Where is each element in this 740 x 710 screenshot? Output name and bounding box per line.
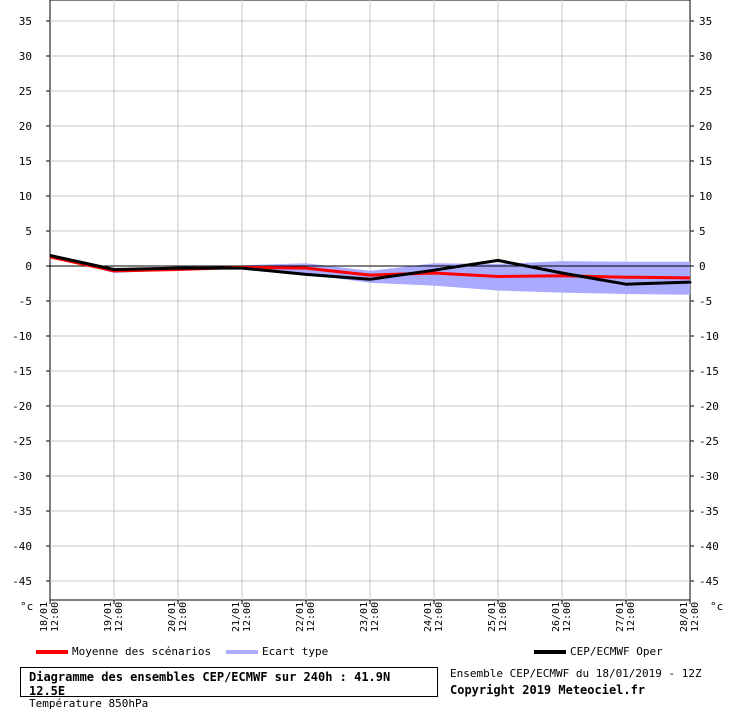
y-tick-label-left: -40 bbox=[12, 540, 32, 553]
y-tick-label-left: -30 bbox=[12, 470, 32, 483]
x-tick-hour: 12:00 bbox=[242, 602, 253, 632]
x-tick-hour: 12:00 bbox=[626, 602, 637, 632]
y-tick-label-right: -45 bbox=[699, 575, 719, 588]
x-tick-hour: 12:00 bbox=[306, 602, 317, 632]
x-tick-date: 19/01 bbox=[103, 602, 114, 632]
x-tick-label: 28/01 12:00 bbox=[679, 602, 701, 632]
x-tick-date: 23/01 bbox=[359, 602, 370, 632]
copyright: Copyright 2019 Meteociel.fr bbox=[450, 683, 646, 697]
x-tick-hour: 12:00 bbox=[434, 602, 445, 632]
x-tick-label: 19/01 12:00 bbox=[103, 602, 125, 632]
x-tick-hour: 12:00 bbox=[370, 602, 381, 632]
x-tick-hour: 12:00 bbox=[50, 602, 61, 632]
x-tick-date: 26/01 bbox=[551, 602, 562, 632]
y-tick-label-left: 20 bbox=[19, 120, 32, 133]
y-tick-label-left: 15 bbox=[19, 155, 32, 168]
y-tick-label-right: -35 bbox=[699, 505, 719, 518]
x-tick-label: 23/01 12:00 bbox=[359, 602, 381, 632]
y-tick-label-left: -20 bbox=[12, 400, 32, 413]
y-tick-label-right: -10 bbox=[699, 330, 719, 343]
y-tick-label-left: 35 bbox=[19, 15, 32, 28]
y-tick-label-left: -15 bbox=[12, 365, 32, 378]
legend-label-mean: Moyenne des scénarios bbox=[72, 645, 212, 658]
x-tick-hour: 12:00 bbox=[498, 602, 509, 632]
y-tick-label-right: -25 bbox=[699, 435, 719, 448]
grid bbox=[49, 0, 691, 601]
x-tick-label: 27/01 12:00 bbox=[615, 602, 637, 632]
y-unit-left: °c bbox=[20, 600, 33, 613]
x-tick-date: 21/01 bbox=[231, 602, 242, 632]
legend-item-oper: CEP/ECMWF Oper bbox=[534, 645, 663, 658]
title-box: Diagramme des ensembles CEP/ECMWF sur 24… bbox=[20, 667, 438, 710]
run-info-block: Ensemble CEP/ECMWF du 18/01/2019 - 12Z C… bbox=[450, 666, 702, 698]
y-tick-label-left: 25 bbox=[19, 85, 32, 98]
y-tick-label-left: -35 bbox=[12, 505, 32, 518]
run-info: Ensemble CEP/ECMWF du 18/01/2019 - 12Z bbox=[450, 667, 702, 680]
y-tick-label-right: -20 bbox=[699, 400, 719, 413]
legend-label-oper: CEP/ECMWF Oper bbox=[570, 645, 663, 658]
y-unit-right: °c bbox=[710, 600, 723, 613]
y-tick-label-right: 25 bbox=[699, 85, 712, 98]
chart-area: 35 35 30 30 25 25 20 20 15 15 10 10 5 5 0 0 -5 -5 -10 -10 -1… bbox=[12, 0, 723, 632]
x-tick-label: 25/01 12:00 bbox=[487, 602, 509, 632]
x-tick-date: 25/01 bbox=[487, 602, 498, 632]
x-tick-date: 22/01 bbox=[295, 602, 306, 632]
x-tick-label: 22/01 12:00 bbox=[295, 602, 317, 632]
legend-swatch-mean bbox=[36, 649, 68, 654]
chart-title: Diagramme des ensembles CEP/ECMWF sur 24… bbox=[29, 670, 391, 698]
y-tick-label-right: 30 bbox=[699, 50, 712, 63]
y-tick-label-left: 10 bbox=[19, 190, 32, 203]
y-tick-labels: 35 35 30 30 25 25 20 20 15 15 10 10 5 5 0 0 -5 -5 -10 -10 -1… bbox=[12, 15, 719, 588]
x-tick-hour: 12:00 bbox=[178, 602, 189, 632]
x-tick-hour: 12:00 bbox=[562, 602, 573, 632]
y-tick-label-right: -15 bbox=[699, 365, 719, 378]
y-tick-label-left: -5 bbox=[19, 295, 32, 308]
x-tick-date: 20/01 bbox=[167, 602, 178, 632]
y-tick-label-right: 0 bbox=[699, 260, 706, 273]
legend-label-ecart: Ecart type bbox=[262, 645, 329, 658]
x-tick-label: 26/01 12:00 bbox=[551, 602, 573, 632]
x-tick-date: 24/01 bbox=[423, 602, 434, 632]
x-tick-date: 18/01 bbox=[39, 602, 50, 632]
series-lines bbox=[49, 254, 692, 286]
x-tick-label: 20/01 12:00 bbox=[167, 602, 189, 632]
legend-swatch-ecart bbox=[226, 649, 258, 654]
y-tick-label-right: 15 bbox=[699, 155, 712, 168]
x-tick-hour: 12:00 bbox=[690, 602, 701, 632]
x-tick-labels: 18/01 12:00 19/01 12:00 20/01 12:00 21/01 12:00… bbox=[39, 600, 701, 632]
y-tick-label-right: -30 bbox=[699, 470, 719, 483]
y-tick-label-right: 10 bbox=[699, 190, 712, 203]
x-tick-label: 18/01 12:00 bbox=[39, 602, 61, 632]
y-tick-label-right: -40 bbox=[699, 540, 719, 553]
x-tick-date: 27/01 bbox=[615, 602, 626, 632]
y-tick-label-right: 20 bbox=[699, 120, 712, 133]
y-tick-label-left: -45 bbox=[12, 575, 32, 588]
series-line-oper bbox=[49, 254, 692, 286]
y-tick-label-left: 30 bbox=[19, 50, 32, 63]
x-tick-label: 21/01 12:00 bbox=[231, 602, 253, 632]
legend-item-ecart: Ecart type bbox=[226, 645, 328, 658]
y-tick-label-left: 5 bbox=[25, 225, 32, 238]
y-tick-label-left: -25 bbox=[12, 435, 32, 448]
x-tick-label: 24/01 12:00 bbox=[423, 602, 445, 632]
y-tick-label-left: -10 bbox=[12, 330, 32, 343]
y-tick-label-left: 0 bbox=[25, 260, 32, 273]
y-tick-label-right: 35 bbox=[699, 15, 712, 28]
x-tick-date: 28/01 bbox=[679, 602, 690, 632]
legend-swatch-oper bbox=[534, 649, 566, 654]
x-tick-hour: 12:00 bbox=[114, 602, 125, 632]
y-tick-label-right: 5 bbox=[699, 225, 706, 238]
y-tick-label-right: -5 bbox=[699, 295, 712, 308]
legend-item-mean: Moyenne des scénarios bbox=[36, 645, 211, 658]
